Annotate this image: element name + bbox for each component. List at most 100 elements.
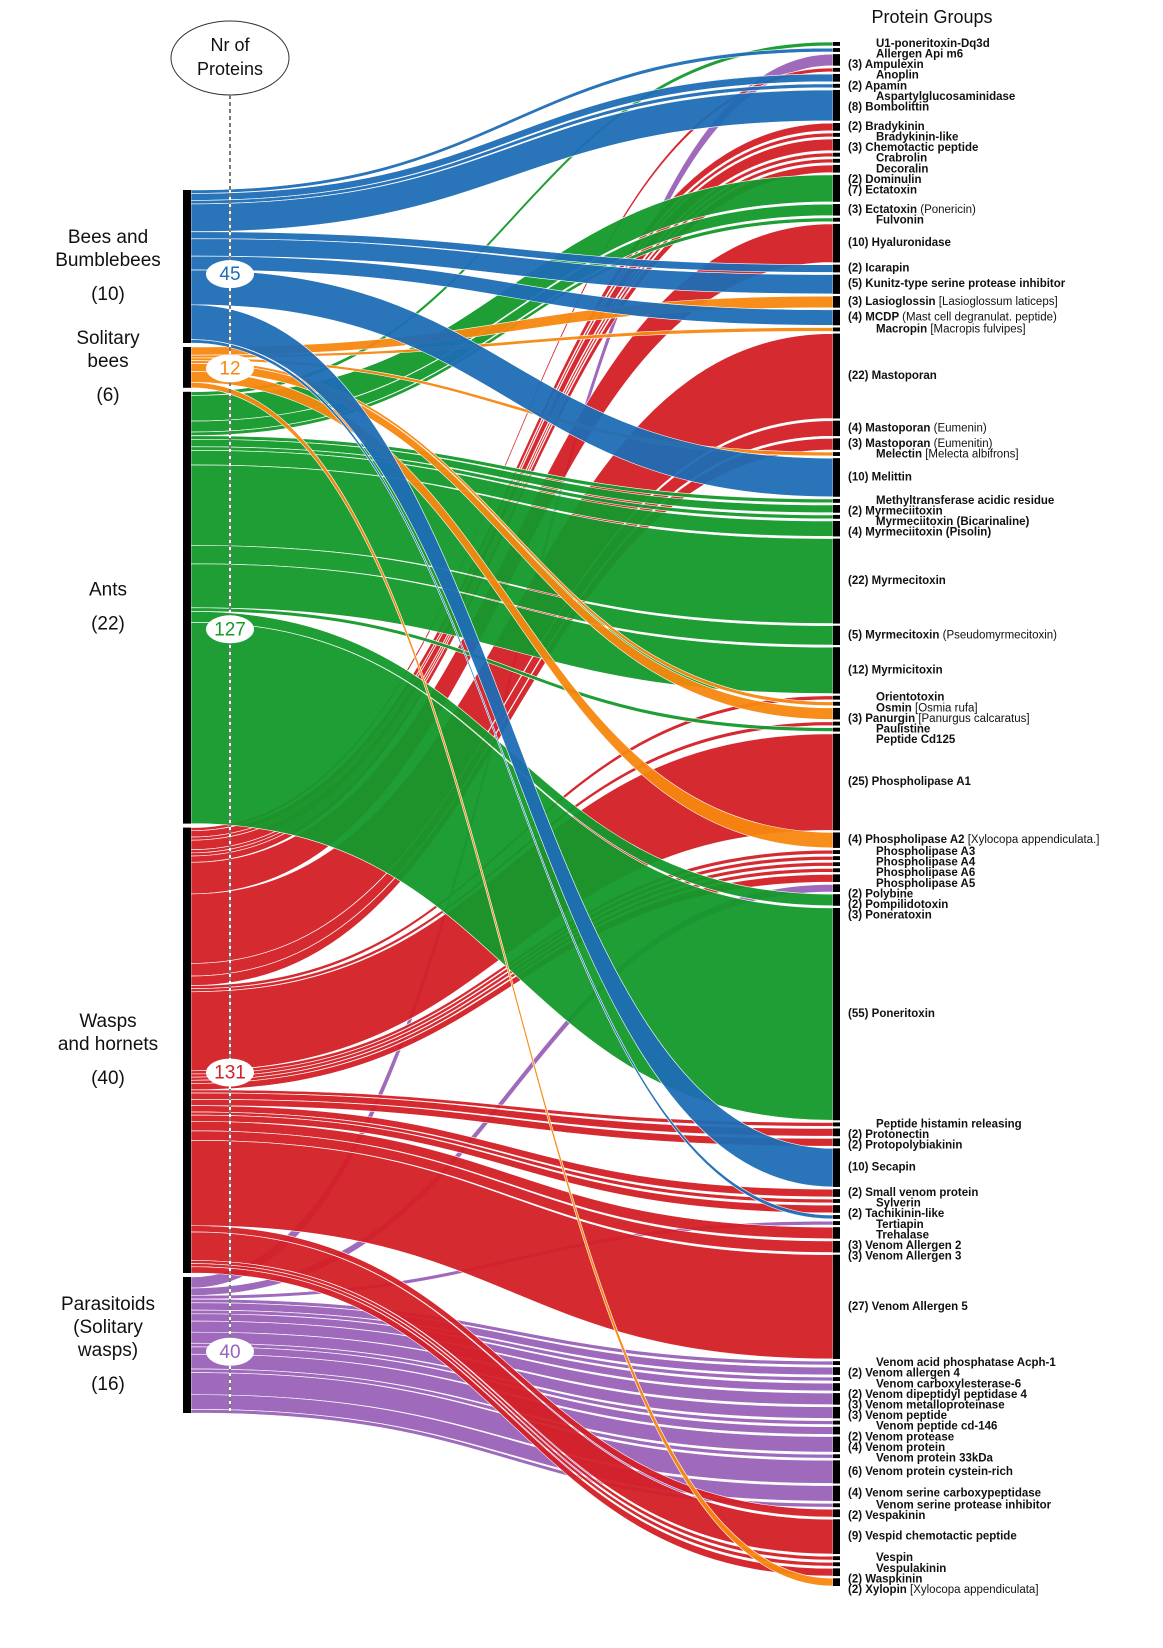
target-bar bbox=[833, 1367, 840, 1375]
target-label: (2) Pompilidotoxin bbox=[848, 899, 948, 911]
target-bar bbox=[833, 707, 840, 720]
target-label: (8) Bombolittin bbox=[848, 102, 929, 114]
target-label: Venom carboxylesterase-6 bbox=[876, 1378, 1021, 1390]
count-label: (2) bbox=[848, 1573, 862, 1585]
protein-name: Melittin bbox=[872, 471, 912, 483]
protein-name: Icarapin bbox=[865, 263, 909, 275]
target-bar bbox=[833, 733, 840, 831]
protein-note: [Macropis fulvipes] bbox=[930, 323, 1025, 335]
flow bbox=[190, 446, 834, 520]
target-bar bbox=[833, 83, 840, 88]
protein-name: Myrmeciitoxin (Pisolin) bbox=[865, 527, 991, 539]
target-label: (2) Icarapin bbox=[848, 263, 909, 275]
target-bar bbox=[833, 538, 840, 624]
protein-count: 40 bbox=[219, 1342, 240, 1363]
target-label: Phospholipase A3 bbox=[876, 846, 975, 858]
target-bar bbox=[833, 1138, 840, 1147]
target-label: (5) Myrmecitoxin (Pseudomyrmecitoxin) bbox=[848, 629, 1057, 641]
flow bbox=[190, 1089, 834, 1127]
count-label: (55) bbox=[848, 1008, 869, 1020]
target-bar bbox=[833, 894, 840, 906]
source-name: Ants bbox=[89, 580, 127, 601]
target-label: Anoplin bbox=[876, 70, 919, 82]
protein-name: Panurgin bbox=[865, 713, 915, 725]
count-label: (2) bbox=[848, 899, 862, 911]
protein-name: Venom Allergen 3 bbox=[865, 1251, 961, 1263]
target-label: (2) Waspkinin bbox=[848, 1573, 922, 1585]
target-label: (2) Dominulin bbox=[848, 174, 921, 186]
target-label: Aspartylglucosaminidase bbox=[876, 91, 1015, 103]
protein-name: Venom Allergen 5 bbox=[872, 1301, 969, 1313]
target-label: Phospholipase A4 bbox=[876, 857, 976, 869]
target-bar bbox=[833, 505, 840, 513]
target-bar bbox=[833, 1454, 840, 1459]
target-label: Peptide Cd125 bbox=[876, 734, 956, 746]
flow bbox=[190, 371, 834, 849]
source-name: Bumblebees bbox=[55, 250, 161, 271]
protein-name: Kunitz-type serine protease inhibitor bbox=[865, 278, 1066, 290]
target-label: (2) Small venom protein bbox=[848, 1187, 978, 1199]
target-label: (2) Apamin bbox=[848, 80, 907, 92]
count-label: (6) bbox=[848, 1466, 862, 1478]
protein-name: Venom serine carboxypeptidase bbox=[865, 1487, 1041, 1499]
target-bar bbox=[833, 164, 840, 173]
protein-name: Melectin bbox=[876, 449, 922, 461]
protein-name: Chemotactic peptide bbox=[865, 142, 978, 154]
protein-name: Venom dipeptidyl peptidase 4 bbox=[865, 1389, 1027, 1401]
species-count: (6) bbox=[96, 385, 119, 406]
target-label: Myrmeciitoxin (Bicarinaline) bbox=[876, 516, 1030, 528]
target-bar bbox=[833, 1485, 840, 1502]
target-bar bbox=[833, 138, 840, 151]
protein-name: Mastoporan bbox=[872, 370, 937, 382]
protein-name: Myrmecitoxin bbox=[872, 575, 946, 587]
count-label: (2) bbox=[848, 1584, 862, 1596]
target-label: Methyltransferase acidic residue bbox=[876, 495, 1054, 507]
protein-name: Allergen Api m6 bbox=[876, 49, 963, 61]
protein-name: Secapin bbox=[872, 1162, 916, 1174]
target-label: Melectin [Melecta albifrons] bbox=[876, 449, 1019, 461]
count-label: (2) bbox=[848, 1431, 862, 1443]
flow bbox=[190, 203, 834, 433]
target-label: (2) Protopolybiakinin bbox=[848, 1140, 962, 1152]
protein-name: Polybine bbox=[865, 888, 913, 900]
species-count: (40) bbox=[91, 1068, 125, 1089]
target-label: (9) Vespid chemotactic peptide bbox=[848, 1531, 1017, 1543]
protein-note: (Ponericin) bbox=[920, 204, 976, 216]
target-label: (4) Phospholipase A2 [Xylocopa appendicu… bbox=[848, 834, 1099, 846]
flow bbox=[190, 255, 834, 326]
protein-name: Venom peptide cd-146 bbox=[876, 1421, 997, 1433]
protein-name: Lasioglossin bbox=[865, 296, 935, 308]
target-label: Bradykinin-like bbox=[876, 132, 958, 144]
count-bubble bbox=[206, 354, 254, 383]
source-name: Parasitoids bbox=[61, 1294, 155, 1315]
protein-name: Sylverin bbox=[876, 1198, 921, 1210]
target-label: (22) Mastoporan bbox=[848, 370, 937, 382]
target-bar bbox=[833, 874, 840, 883]
target-bar bbox=[833, 1377, 840, 1381]
target-label: Paulistine bbox=[876, 724, 930, 736]
count-label: (3) bbox=[848, 1399, 862, 1411]
count-label: (3) bbox=[848, 713, 862, 725]
count-label: (2) bbox=[848, 1208, 862, 1220]
target-bar bbox=[833, 1426, 840, 1435]
protein-name: Ampulexin bbox=[865, 59, 924, 71]
count-label: (2) bbox=[848, 1140, 862, 1152]
target-label: (5) Kunitz-type serine protease inhibito… bbox=[848, 278, 1066, 290]
target-label: (4) Mastoporan (Eumenin) bbox=[848, 422, 987, 434]
protein-name: MCDP bbox=[865, 312, 899, 324]
protein-name: Phospholipase A3 bbox=[876, 846, 975, 858]
count-label: (3) bbox=[848, 910, 862, 922]
protein-count: 12 bbox=[219, 358, 240, 379]
target-label: (2) Venom dipeptidyl peptidase 4 bbox=[848, 1389, 1028, 1401]
target-bar bbox=[833, 850, 840, 854]
source-name: Solitary bbox=[76, 328, 140, 349]
count-label: (5) bbox=[848, 278, 862, 290]
protein-name: Mastoporan bbox=[865, 422, 930, 434]
target-label: (10) Hyaluronidase bbox=[848, 237, 951, 249]
target-label: (2) Xylopin [Xylocopa appendiculata] bbox=[848, 1584, 1039, 1596]
target-bar bbox=[833, 907, 840, 1121]
target-bar bbox=[833, 1460, 840, 1484]
target-label: (2) Tachikinin-like bbox=[848, 1208, 944, 1220]
protein-name: Paulistine bbox=[876, 724, 930, 736]
count-label: (2) bbox=[848, 1389, 862, 1401]
